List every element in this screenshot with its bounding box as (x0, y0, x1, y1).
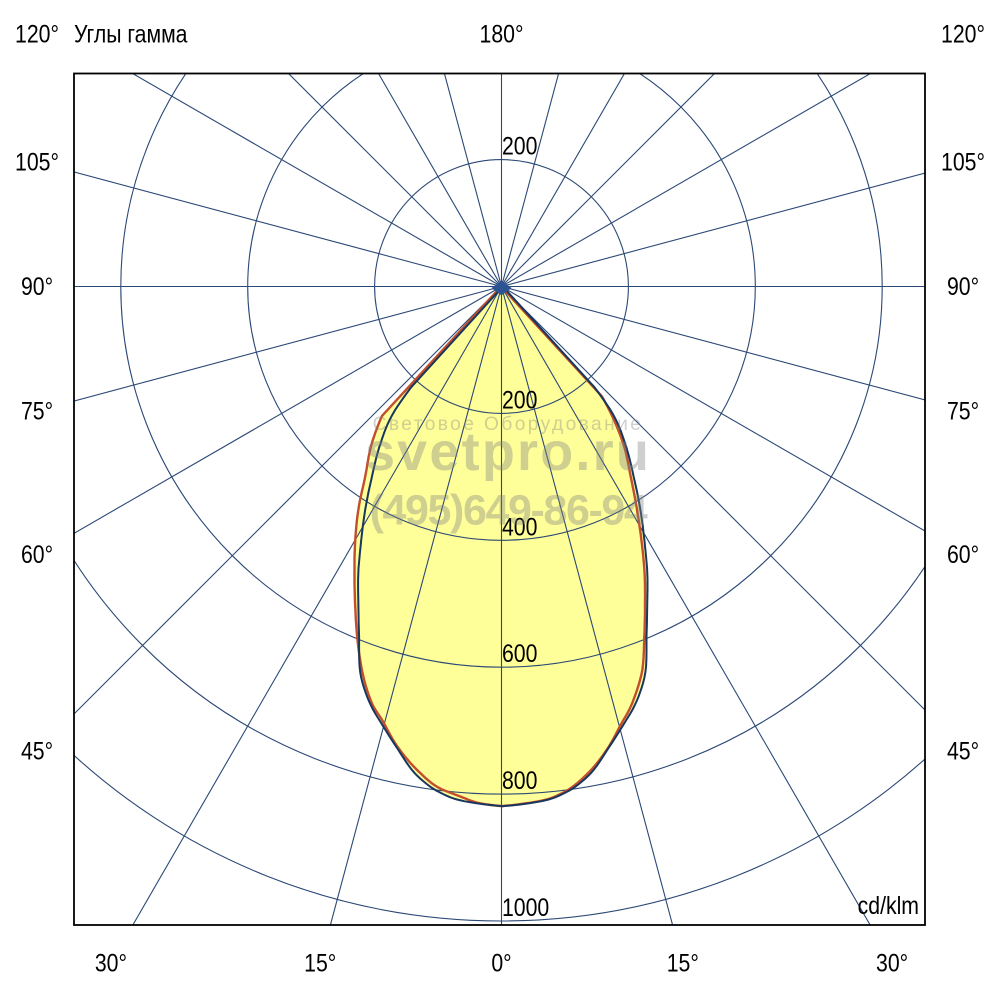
svg-text:75°: 75° (947, 397, 979, 425)
svg-text:cd/klm: cd/klm (858, 891, 919, 919)
svg-text:15°: 15° (667, 949, 699, 977)
svg-text:45°: 45° (947, 737, 979, 765)
svg-text:200: 200 (502, 386, 537, 414)
svg-text:45°: 45° (21, 737, 53, 765)
svg-text:(495)649-86-94: (495)649-86-94 (370, 487, 648, 535)
svg-text:105°: 105° (941, 148, 985, 176)
svg-text:Углы гамма: Углы гамма (74, 20, 188, 48)
svg-text:180°: 180° (480, 20, 524, 48)
svg-text:svetpro.ru: svetpro.ru (365, 422, 651, 482)
svg-text:120°: 120° (941, 20, 985, 48)
svg-text:600: 600 (502, 640, 537, 668)
svg-text:15°: 15° (304, 949, 336, 977)
svg-text:30°: 30° (876, 949, 908, 977)
svg-text:90°: 90° (21, 272, 53, 300)
svg-text:60°: 60° (21, 541, 53, 569)
svg-text:75°: 75° (21, 397, 53, 425)
svg-text:800: 800 (502, 766, 537, 794)
svg-text:200: 200 (502, 132, 537, 160)
svg-text:1000: 1000 (502, 893, 549, 921)
svg-text:60°: 60° (947, 541, 979, 569)
svg-text:120°: 120° (15, 20, 59, 48)
svg-text:90°: 90° (947, 272, 979, 300)
svg-text:105°: 105° (15, 148, 59, 176)
svg-text:30°: 30° (95, 949, 127, 977)
svg-text:0°: 0° (491, 949, 511, 977)
